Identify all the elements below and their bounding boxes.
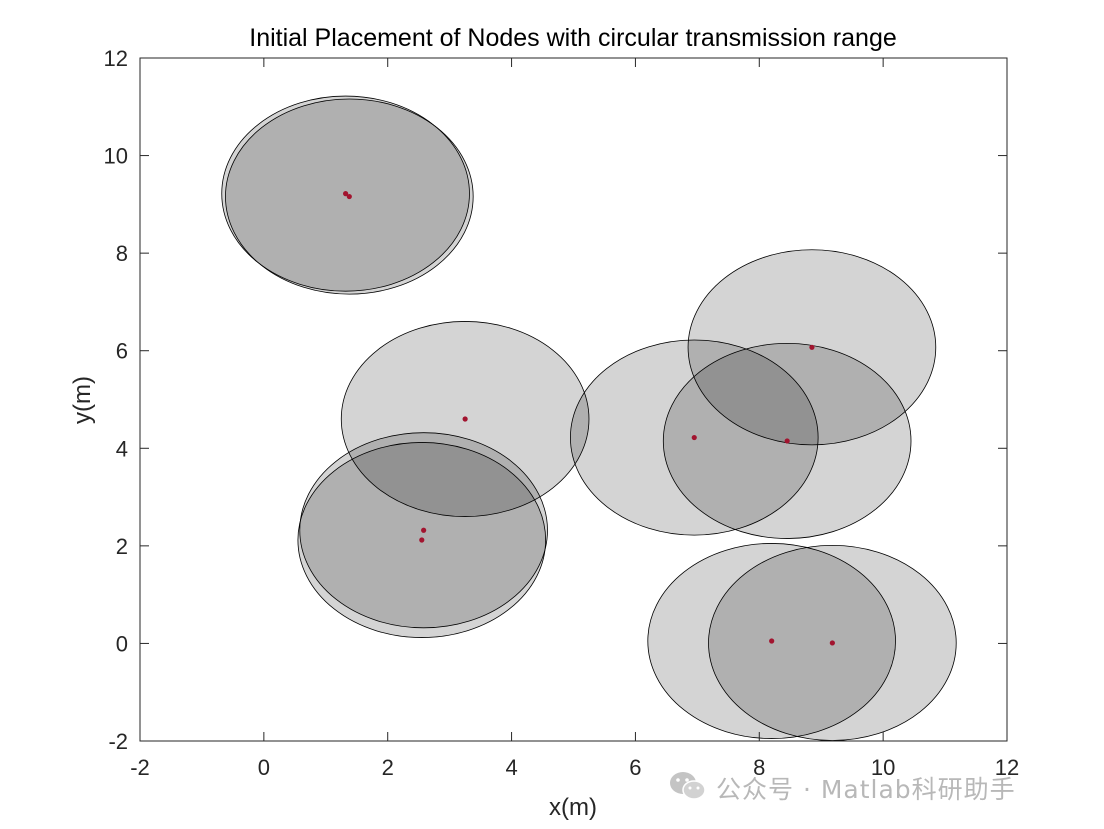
y-tick-label: 0 <box>116 631 128 656</box>
node-point <box>809 344 815 350</box>
x-tick-label: 8 <box>753 755 765 780</box>
node-point <box>346 193 352 200</box>
x-tick-label: -2 <box>130 755 150 780</box>
y-tick-label: 12 <box>104 46 128 71</box>
x-tick-label: 4 <box>505 755 517 780</box>
x-tick-label: 6 <box>629 755 641 780</box>
axis-tick-labels: -2 0 2 4 6 8 10 12 -2 0 2 4 6 8 10 12 <box>104 46 1020 780</box>
node-point <box>462 416 468 422</box>
y-tick-label: 6 <box>116 339 128 364</box>
nodes <box>343 191 835 646</box>
watermark: 公众号 · Matlab科研助手 <box>668 768 1016 808</box>
node-point <box>784 438 790 444</box>
y-tick-label: 10 <box>104 144 128 169</box>
node-point <box>343 191 349 197</box>
watermark-text: 公众号 · Matlab科研助手 <box>716 775 1016 804</box>
y-tick-label: -2 <box>108 729 128 754</box>
wechat-icon <box>668 769 708 808</box>
x-tick-label: 0 <box>258 755 270 780</box>
x-tick-label: 12 <box>995 755 1019 780</box>
y-tick-label: 2 <box>116 534 128 559</box>
plot-area <box>140 58 1007 741</box>
axis-ticks <box>139 57 1008 742</box>
y-tick-label: 4 <box>116 436 128 461</box>
node-point <box>691 434 697 441</box>
node-point <box>421 527 427 533</box>
node-point <box>829 640 835 646</box>
x-axis-label: x(m) <box>549 794 597 821</box>
y-axis-label: y(m) <box>69 376 96 424</box>
y-tick-label: 8 <box>116 241 128 266</box>
node-point <box>419 537 425 543</box>
chart-title: Initial Placement of Nodes with circular… <box>249 24 897 52</box>
axes-box <box>139 57 1008 742</box>
x-tick-label: 10 <box>871 755 895 780</box>
node-point <box>769 638 775 644</box>
x-tick-label: 2 <box>382 755 394 780</box>
